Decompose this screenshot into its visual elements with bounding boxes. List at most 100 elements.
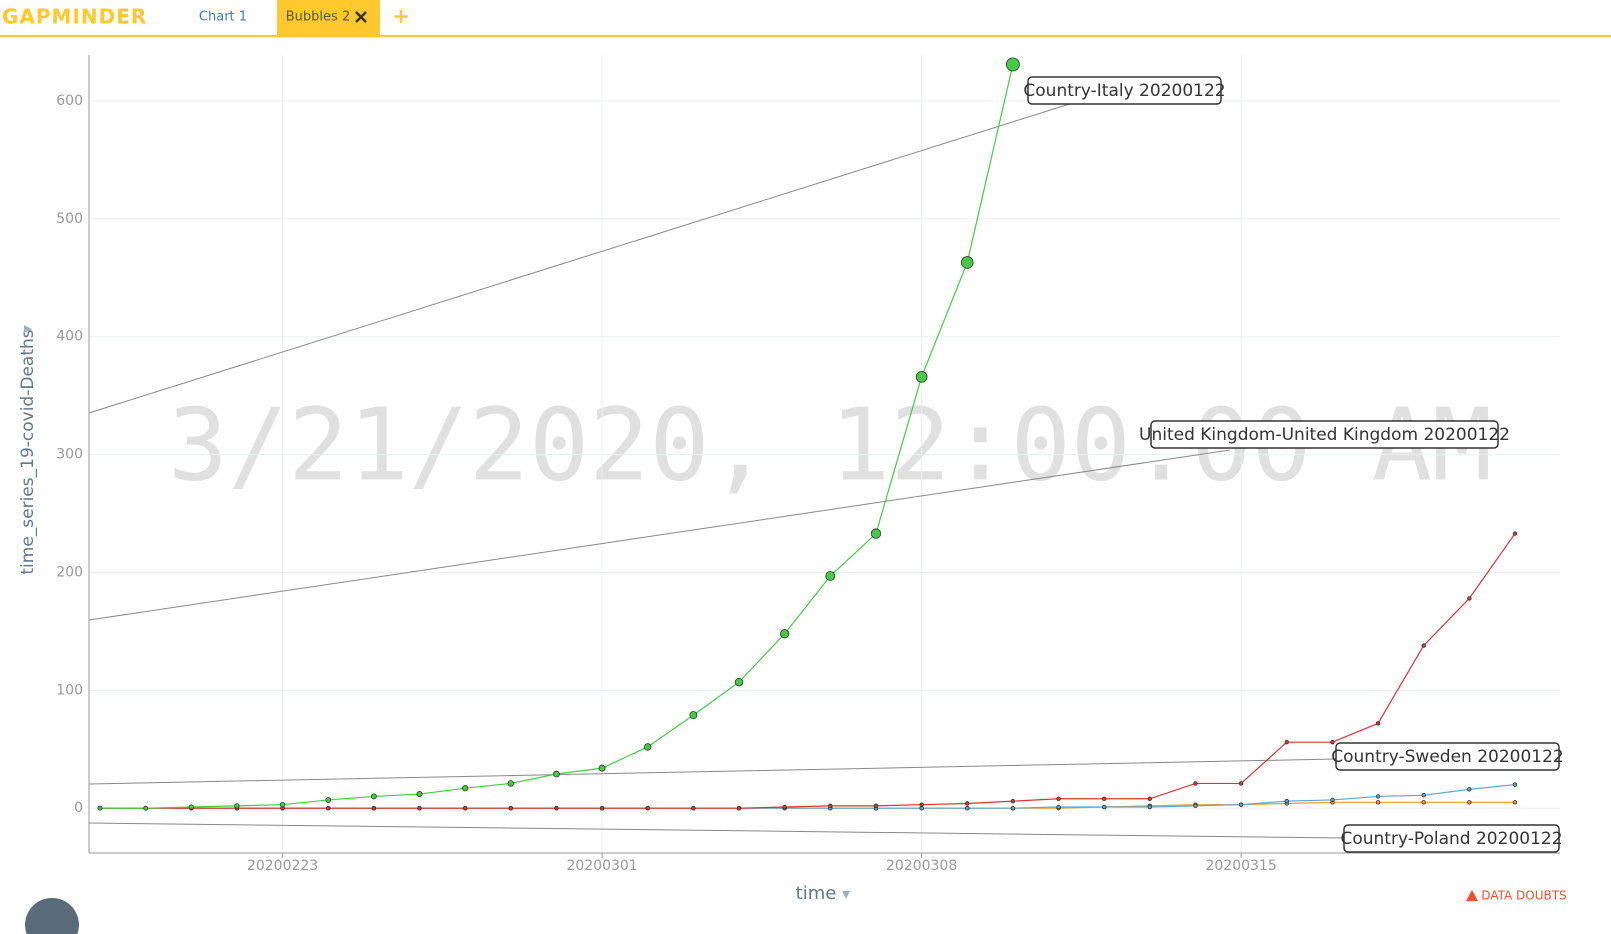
data-point (825, 571, 836, 581)
data-point (1421, 643, 1426, 648)
warning-icon (1466, 890, 1478, 901)
y-tick-label: 100 (56, 682, 83, 698)
tab[interactable]: Bubbles 2 (286, 10, 350, 25)
data-point (1467, 787, 1472, 792)
data-point (97, 805, 103, 811)
label-box (1150, 420, 1499, 449)
data-point (143, 805, 149, 811)
data-doubts[interactable]: DATA DOUBTS (1481, 889, 1566, 903)
close-tab[interactable] (355, 11, 367, 23)
data-point (599, 806, 605, 811)
data-point (645, 806, 650, 811)
data-point (371, 806, 377, 811)
data-point (960, 256, 974, 269)
data-point (1193, 781, 1198, 786)
data-point (598, 764, 606, 772)
series-label: Country-Poland 20200122 (1340, 829, 1562, 849)
data-point (462, 806, 468, 811)
series-label: Country-Sweden 20200122 (1331, 747, 1563, 767)
data-point (234, 803, 240, 809)
data-point (915, 370, 928, 383)
data-point (873, 803, 879, 809)
data-point (919, 802, 924, 807)
data-point (1238, 802, 1244, 807)
data-point (644, 743, 652, 751)
data-point (782, 804, 787, 810)
data-point (1056, 804, 1061, 810)
leader-line (88, 100, 1080, 414)
data-point (462, 785, 469, 792)
tab[interactable]: Chart 1 (199, 10, 247, 25)
x-tick-label: 20200301 (566, 858, 637, 874)
avatar[interactable] (25, 898, 79, 934)
axis-menu-icon (842, 891, 850, 899)
data-point (1238, 781, 1244, 786)
data-point (1005, 57, 1020, 72)
data-point (780, 629, 790, 639)
data-point (416, 791, 423, 798)
data-point (1421, 800, 1426, 805)
header-border (0, 35, 1611, 37)
data-point (1147, 804, 1153, 810)
data-point (417, 806, 422, 811)
series-line (100, 784, 1516, 809)
add-tab[interactable] (394, 10, 408, 23)
data-point (1101, 796, 1107, 801)
data-point (919, 806, 924, 811)
data-point (1147, 796, 1153, 801)
data-point (1512, 531, 1518, 536)
y-axis-label: time_series_19-covid-Deaths (18, 329, 38, 574)
data-point (1010, 806, 1016, 811)
axis-menu-icon (24, 325, 32, 333)
series-line (100, 533, 1516, 809)
data-point (188, 804, 194, 810)
data-point (965, 806, 970, 811)
data-point (828, 803, 833, 809)
leader-line (88, 822, 1345, 839)
data-point (870, 528, 882, 539)
data-point (325, 797, 332, 803)
data-point (326, 806, 331, 811)
x-tick-label: 20200223 (247, 858, 318, 874)
label-box (1027, 76, 1222, 105)
data-point (1056, 796, 1061, 801)
y-tick-label: 500 (56, 211, 83, 227)
data-point (1284, 798, 1289, 804)
data-point (370, 793, 377, 800)
data-point (1467, 800, 1472, 805)
leader-line (88, 758, 1337, 785)
y-tick-label: 200 (56, 564, 83, 580)
y-tick-label: 0 (74, 800, 83, 816)
data-point (1467, 596, 1472, 601)
data-point (507, 780, 515, 787)
x-tick-label: 20200315 (1205, 858, 1276, 874)
data-point (691, 806, 696, 811)
data-point (1421, 793, 1426, 798)
data-point (508, 806, 514, 811)
series-label: United Kingdom-United Kingdom 20200122 (1139, 425, 1510, 445)
data-point (1375, 721, 1381, 726)
data-point (1512, 800, 1518, 805)
leader-line (88, 449, 1231, 621)
data-point (554, 806, 559, 811)
data-point (736, 806, 742, 811)
data-point (1284, 739, 1289, 745)
data-point (1193, 803, 1198, 809)
series-line (100, 801, 1515, 809)
y-tick-label: 600 (56, 93, 83, 109)
header-bar (0, 0, 1611, 36)
x-tick-label: 20200308 (886, 858, 957, 874)
y-tick-label: 400 (56, 329, 83, 345)
data-point (734, 677, 744, 687)
x-axis-label: time (796, 883, 837, 904)
data-point (1010, 798, 1016, 804)
label-box (1343, 824, 1560, 853)
data-point (1330, 797, 1335, 803)
data-point (1375, 800, 1381, 805)
data-point (965, 801, 970, 806)
data-point (1512, 782, 1518, 787)
logo[interactable]: GAPMINDER (2, 5, 147, 29)
data-point (1101, 804, 1107, 810)
data-point (1330, 739, 1335, 745)
